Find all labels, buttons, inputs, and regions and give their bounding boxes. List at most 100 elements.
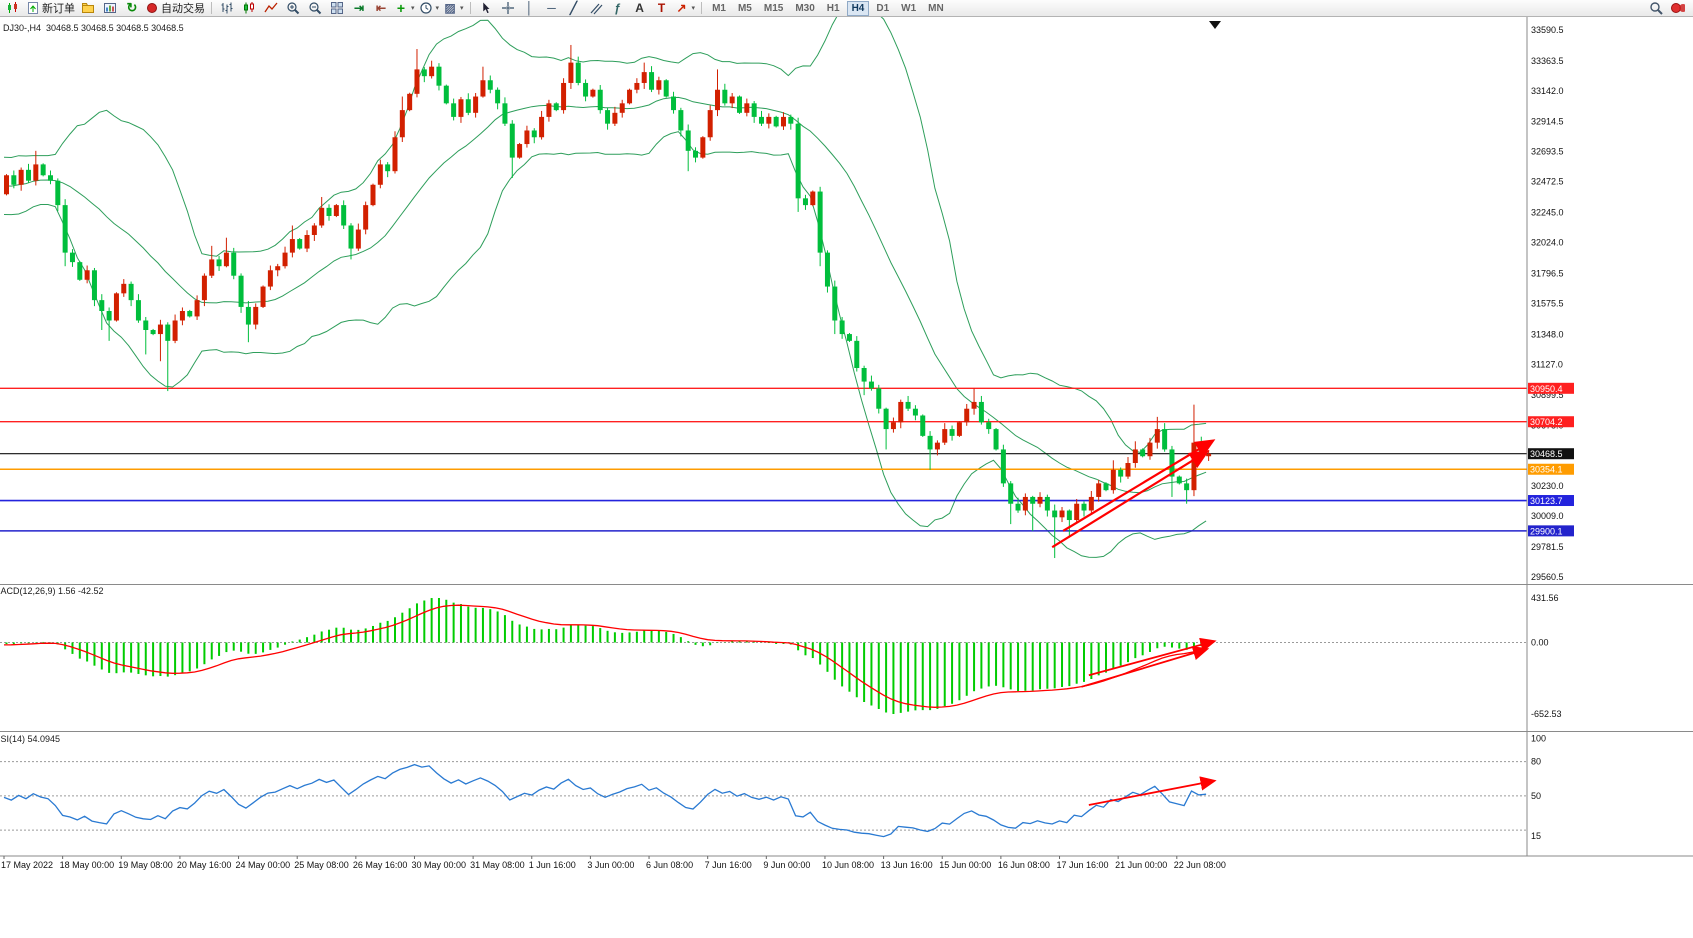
price-level-badge: [1528, 463, 1574, 475]
autotrading-label: 自动交易: [161, 3, 205, 15]
timeframe-w1-button[interactable]: W1: [901, 2, 917, 14]
time-axis-label: 16 Jun 08:00: [998, 860, 1050, 870]
new-order-button[interactable]: 新订单: [24, 0, 77, 16]
templates-button[interactable]: ▨ ▾: [441, 0, 466, 16]
price-axis-label: 33142.0: [1531, 86, 1564, 96]
indicators-button[interactable]: + ▾: [392, 0, 417, 16]
price-axis-label: 30899.5: [1531, 390, 1564, 400]
time-axis-label: 17 Jun 16:00: [1057, 860, 1109, 870]
shapes-icon: ↗: [676, 1, 687, 15]
vertical-line-button[interactable]: │: [519, 0, 541, 16]
chart-area[interactable]: 33590.5 33363.5 33142.0 32914.5 32693.5 32472…: [0, 17, 1693, 938]
time-axis-label: 21 Jun 00:00: [1115, 860, 1167, 870]
price-level-badge-text: 30354.1: [1530, 465, 1563, 475]
toolbar-right-group: [1645, 0, 1693, 16]
macd-axis-label: 0.00: [1531, 638, 1549, 648]
cursor-button[interactable]: [475, 0, 497, 16]
chart-shift-button[interactable]: ⇤: [370, 0, 392, 16]
rsi-axis-label: 15: [1531, 831, 1541, 841]
horizontal-line-button[interactable]: ─: [541, 0, 563, 16]
templates-icon: ▨: [444, 1, 456, 15]
price-axis-label: 30230.0: [1531, 481, 1564, 491]
refresh-icon: ↻: [126, 0, 138, 15]
timeframe-h1-button[interactable]: H1: [826, 2, 840, 14]
new-order-label: 新订单: [42, 3, 75, 15]
toolbar: 新订单 ↻ 自动交易 ⇥ ⇤ + ▾ ▾ ▨ ▾ │ ─ ╱ ƒ A T ↗ ▾ M1 M5 M15 M30 H1 H4 D1 W…: [0, 0, 1693, 17]
crosshair-button[interactable]: [497, 0, 519, 16]
time-axis-label: 31 May 08:00: [470, 860, 525, 870]
trendline-button[interactable]: ╱: [563, 0, 585, 16]
zoom-in-button[interactable]: [282, 0, 304, 16]
trend-arrow-annotations: [1051, 439, 1217, 806]
time-axis-label: 17 May 2022: [1, 860, 53, 870]
time-axis-label: 25 May 08:00: [294, 860, 349, 870]
candles-button[interactable]: [238, 0, 260, 16]
candlesticks: [4, 44, 1212, 559]
zoom-out-icon: [308, 1, 322, 15]
zoom-out-button[interactable]: [304, 0, 326, 16]
timeframe-m30-button[interactable]: M30: [795, 2, 815, 14]
alert-button[interactable]: [1667, 0, 1689, 16]
auto-scroll-button[interactable]: ⇥: [348, 0, 370, 16]
bars-button[interactable]: [216, 0, 238, 16]
price-axis-label: 29781.5: [1531, 542, 1564, 552]
timeframe-m15-button[interactable]: M15: [763, 2, 784, 14]
profiles-button[interactable]: [77, 0, 99, 16]
price-axis-label: 32472.5: [1531, 177, 1564, 187]
price-level-badge-text: 30704.2: [1530, 417, 1563, 427]
chart-shift-icon: ⇤: [375, 1, 387, 15]
linechart-button[interactable]: [260, 0, 282, 16]
autotrading-button[interactable]: 自动交易: [143, 0, 207, 16]
tile-windows-button[interactable]: [326, 0, 348, 16]
rsi-indicator-label: RSI(14) 54.0945: [0, 734, 61, 744]
cursor-icon: [479, 1, 493, 15]
chart-canvas[interactable]: 33590.5 33363.5 33142.0 32914.5 32693.5 32472…: [0, 17, 1693, 938]
chevron-down-icon: ▾: [435, 5, 440, 12]
chevron-down-icon: ▾: [460, 5, 464, 12]
timeframe-mn-button[interactable]: MN: [928, 2, 944, 14]
price-axis-label: 31348.0: [1531, 329, 1564, 339]
price-axis-label: 32693.5: [1531, 147, 1564, 157]
shapes-button[interactable]: ↗ ▾: [673, 0, 698, 16]
time-axis-label: 18 May 00:00: [60, 860, 115, 870]
price-axis-label: 32914.5: [1531, 117, 1564, 127]
timeframe-m5-button[interactable]: M5: [737, 2, 752, 14]
zoom-in-icon: [286, 1, 300, 15]
trend-arrow: [1062, 439, 1216, 532]
profiles-icon: [81, 1, 95, 15]
charts-button[interactable]: [99, 0, 121, 16]
fibonacci-icon: ƒ: [614, 1, 621, 15]
chart-mini-icon: [6, 1, 20, 15]
bars-icon: [220, 1, 234, 15]
timeframe-d1-button[interactable]: D1: [876, 2, 890, 14]
refresh-button[interactable]: ↻: [121, 0, 143, 16]
macd-axis-label: -652.53: [1531, 709, 1562, 719]
price-level-badge-text: 30123.7: [1530, 496, 1563, 506]
timeframe-h4-button[interactable]: H4: [846, 0, 870, 16]
search-button[interactable]: [1645, 0, 1667, 16]
time-axis-label: 20 May 16:00: [177, 860, 232, 870]
horizontal-level-lines: [0, 387, 1527, 532]
periods-icon: [419, 1, 433, 15]
text-button[interactable]: A: [629, 0, 651, 16]
macd-indicator-label: MACD(12,26,9) 1.56 -42.52: [0, 586, 104, 596]
alert-icon: [1671, 1, 1685, 15]
price-axis-label: 31575.5: [1531, 298, 1564, 308]
price-level-badge: [1528, 525, 1574, 537]
periods-button[interactable]: ▾: [417, 0, 442, 16]
toolbar-separator: [469, 2, 471, 14]
trendline-icon: ╱: [569, 1, 578, 15]
label-button[interactable]: T: [651, 0, 673, 16]
bollinger-middle-band: [3, 96, 1207, 494]
time-axis-label: 22 Jun 08:00: [1174, 860, 1226, 870]
price-level-badge: [1528, 416, 1574, 428]
fibonacci-button[interactable]: ƒ: [607, 0, 629, 16]
timeframe-m1-button[interactable]: M1: [712, 2, 726, 14]
chart-symbol-ohlc-label: DJ30-,H4 30468.5 30468.5 30468.5 30468.5: [3, 23, 184, 33]
bollinger-upper-band: [3, 17, 1207, 453]
channel-button[interactable]: [585, 0, 607, 16]
macd-signal-line: [3, 604, 1207, 708]
price-level-badge: [1528, 495, 1574, 507]
rsi-axis-label: 80: [1531, 757, 1541, 767]
chart-mini-button[interactable]: [2, 0, 24, 16]
